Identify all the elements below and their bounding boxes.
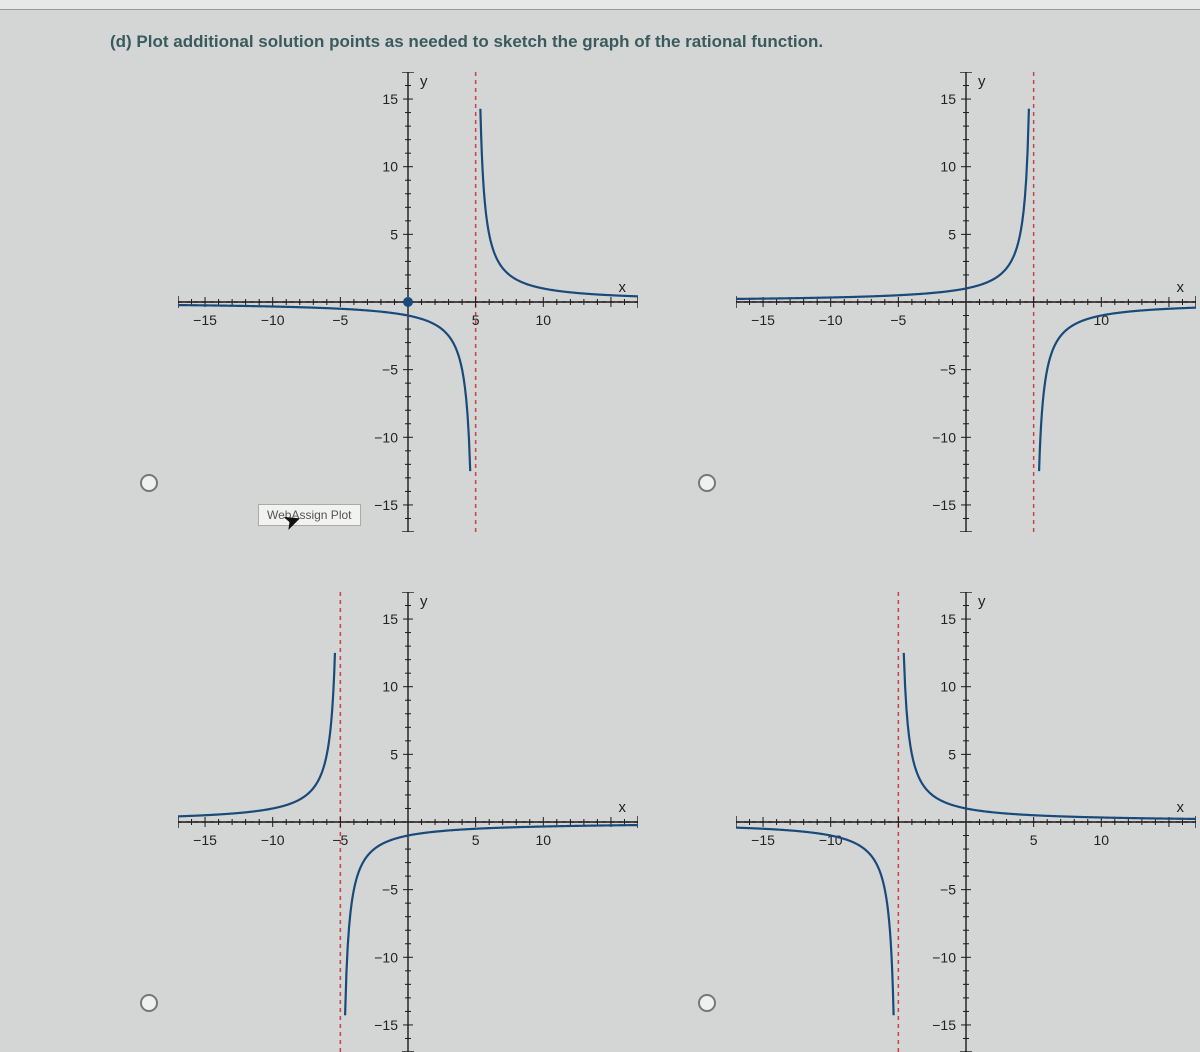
svg-text:−5: −5 <box>382 362 398 378</box>
svg-text:−10: −10 <box>261 832 285 848</box>
watermark: WebAssign Plot <box>258 504 361 526</box>
svg-text:−5: −5 <box>890 312 906 328</box>
svg-text:−10: −10 <box>374 949 398 965</box>
svg-text:5: 5 <box>472 832 480 848</box>
svg-text:−15: −15 <box>932 1017 956 1033</box>
svg-text:−15: −15 <box>374 497 398 513</box>
radio-B[interactable] <box>698 474 716 492</box>
svg-text:−15: −15 <box>932 497 956 513</box>
svg-text:−10: −10 <box>932 429 956 445</box>
svg-text:−10: −10 <box>261 312 285 328</box>
svg-text:y: y <box>978 593 986 610</box>
svg-text:5: 5 <box>390 226 398 242</box>
svg-text:10: 10 <box>382 679 398 695</box>
svg-text:10: 10 <box>1094 832 1110 848</box>
option-C: −15 −10 −5 5 10 −15 −10 −5 5 10 15 x y <box>140 592 638 1052</box>
plot-A: −15 −10 −5 5 10 −15 −10 −5 5 10 15 x y WebAssign Plo… <box>178 72 638 532</box>
svg-text:−5: −5 <box>940 362 956 378</box>
plot-D: −15−10510−15−10−551015xy <box>736 592 1196 1052</box>
svg-text:−5: −5 <box>940 882 956 898</box>
svg-text:x: x <box>619 279 627 296</box>
radio-D[interactable] <box>698 994 716 1012</box>
option-A: −15 −10 −5 5 10 −15 −10 −5 5 10 15 x y WebAssign Plo… <box>140 72 638 532</box>
svg-text:y: y <box>978 73 986 90</box>
svg-text:−15: −15 <box>193 832 217 848</box>
svg-text:−15: −15 <box>751 312 775 328</box>
svg-text:x: x <box>1177 799 1185 816</box>
svg-text:15: 15 <box>940 611 956 627</box>
option-D: −15−10510−15−10−551015xy <box>698 592 1196 1052</box>
svg-text:5: 5 <box>390 746 398 762</box>
svg-text:5: 5 <box>472 312 480 328</box>
svg-text:10: 10 <box>536 312 552 328</box>
svg-text:−15: −15 <box>374 1017 398 1033</box>
svg-text:5: 5 <box>948 746 956 762</box>
radio-C[interactable] <box>140 994 158 1012</box>
option-B: −15−10−510−15−10−551015xy <box>698 72 1196 532</box>
plot-B: −15−10−510−15−10−551015xy <box>736 72 1196 532</box>
svg-text:−15: −15 <box>751 832 775 848</box>
svg-text:5: 5 <box>948 226 956 242</box>
question-text: (d) Plot additional solution points as n… <box>0 10 1200 62</box>
svg-text:10: 10 <box>940 159 956 175</box>
plot-grid: −15 −10 −5 5 10 −15 −10 −5 5 10 15 x y WebAssign Plo… <box>140 72 1200 1052</box>
tab-strip <box>0 0 1200 10</box>
svg-text:10: 10 <box>536 832 552 848</box>
svg-text:15: 15 <box>940 91 956 107</box>
svg-text:y: y <box>420 73 428 90</box>
radio-A[interactable] <box>140 474 158 492</box>
svg-text:y: y <box>420 593 428 610</box>
svg-text:−15: −15 <box>193 312 217 328</box>
svg-text:x: x <box>619 799 627 816</box>
svg-text:15: 15 <box>382 611 398 627</box>
svg-text:10: 10 <box>382 159 398 175</box>
svg-text:−5: −5 <box>332 312 348 328</box>
svg-text:−10: −10 <box>374 429 398 445</box>
svg-text:10: 10 <box>940 679 956 695</box>
svg-text:−10: −10 <box>819 312 843 328</box>
svg-text:x: x <box>1177 279 1185 296</box>
svg-text:15: 15 <box>382 91 398 107</box>
svg-text:5: 5 <box>1030 832 1038 848</box>
svg-text:−10: −10 <box>932 949 956 965</box>
svg-text:−5: −5 <box>382 882 398 898</box>
svg-text:−5: −5 <box>332 832 348 848</box>
plot-C: −15 −10 −5 5 10 −15 −10 −5 5 10 15 x y <box>178 592 638 1052</box>
